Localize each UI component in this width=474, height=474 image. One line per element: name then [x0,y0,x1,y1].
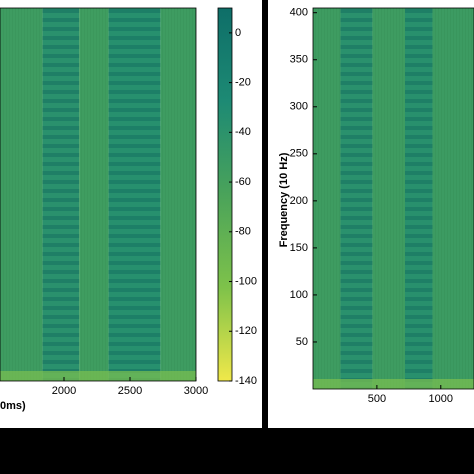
texture [160,8,196,381]
texture [313,8,341,389]
colorbar-tick-label: -140 [235,375,257,387]
colorbar [217,7,233,382]
x-tick-label: 1000 [429,393,453,405]
texture [108,8,161,381]
colorbar-tick-label: -40 [235,126,251,138]
plot-frame [0,7,197,382]
y-tick-label: 400 [290,7,308,19]
texture [79,8,109,381]
texture [340,8,373,389]
baseline-strip [313,379,474,389]
colorbar-tick-label: -80 [235,226,251,238]
colorbar-tick-label: -120 [235,325,257,337]
colorbar-tick-label: -20 [235,77,251,89]
colorbar-tick-label: 0 [235,27,241,39]
plot-frame [312,7,474,390]
colorbar-tick-label: -100 [235,275,257,287]
y-tick-label: 300 [290,101,308,113]
x-tick-label: 500 [368,393,386,405]
texture [42,8,80,381]
texture [432,8,474,389]
texture [372,8,405,389]
y-tick-label: 150 [290,242,308,254]
letterbox [0,428,474,474]
y-tick-label: 100 [290,289,308,301]
divider [262,0,268,428]
texture [405,8,433,389]
colorbar-tick-label: -60 [235,176,251,188]
x-tick-label: 2000 [52,385,76,397]
y-tick-label: 50 [296,336,308,348]
x-axis-label: 0ms) [0,400,26,412]
x-tick-label: 2500 [118,385,142,397]
y-tick-label: 250 [290,148,308,160]
y-axis-label: Frequency (10 Hz) [278,152,290,247]
y-tick-label: 350 [290,54,308,66]
texture [0,8,43,381]
y-tick-label: 200 [290,195,308,207]
x-tick-label: 3000 [184,385,208,397]
baseline-strip [0,371,196,381]
